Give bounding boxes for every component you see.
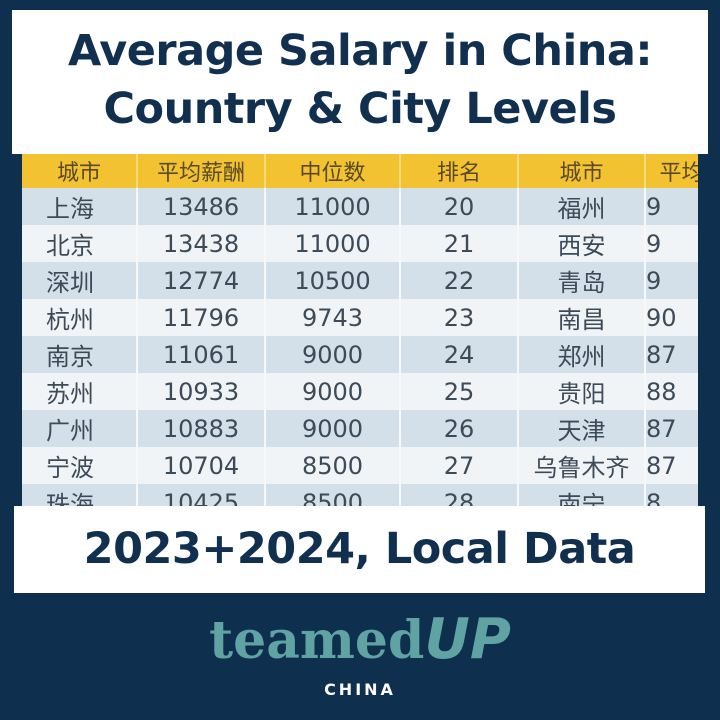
table-cell: 88 [645,373,698,410]
table-cell: 20 [400,188,519,225]
table-cell: 乌鲁木齐 [518,447,646,484]
table-cell: 23 [400,299,519,336]
table-cell: 26 [400,410,519,447]
table-cell: 8500 [265,447,401,484]
table-cell: 10500 [265,262,401,299]
table-cell: 10425 [137,484,266,506]
table-cell: 87 [645,447,698,484]
table-cell: 11000 [265,188,401,225]
column-header: 城市 [22,154,138,188]
column-header: 平均薪酬 [137,154,266,188]
table-cell: 27 [400,447,519,484]
table-cell: 上海 [22,188,138,225]
table-cell: 9000 [265,373,401,410]
table-cell: 广州 [22,410,138,447]
table-cell: 8500 [265,484,401,506]
table-cell: 9 [645,188,698,225]
logo-subtitle: CHINA [324,680,396,699]
table-row: 深圳 12774 10500 22 青岛 9 [22,262,698,299]
table-cell: 13438 [137,225,266,262]
column-header: 城市 [518,154,646,188]
table-cell: 8 [645,484,698,506]
table-row: 上海 13486 11000 20 福州 9 [22,188,698,225]
table-cell: 21 [400,225,519,262]
table-cell: 西安 [518,225,646,262]
table-row: 苏州 10933 9000 25 贵阳 88 [22,373,698,410]
table-cell: 青岛 [518,262,646,299]
salary-table: 城市平均薪酬中位数排名城市平均薪酬 上海134861100020福州9北京134… [22,154,698,506]
table-cell: 9000 [265,336,401,373]
table-cell: 10883 [137,410,266,447]
table-cell: 11000 [265,225,401,262]
table-cell: 北京 [22,225,138,262]
table-cell: 25 [400,373,519,410]
table-cell: 10704 [137,447,266,484]
table-row: 宁波 10704 8500 27 乌鲁木齐 87 [22,447,698,484]
table-cell: 9000 [265,410,401,447]
logo-text: teamed [209,610,425,671]
table-cell: 贵阳 [518,373,646,410]
table-cell: 12774 [137,262,266,299]
table-cell: 宁波 [22,447,138,484]
table-cell: 珠海 [22,484,138,506]
table-cell: 杭州 [22,299,138,336]
table-cell: 天津 [518,410,646,447]
table-cell: 深圳 [22,262,138,299]
table-row: 广州 10883 9000 26 天津 87 [22,410,698,447]
table-cell: 87 [645,336,698,373]
table-cell: 南京 [22,336,138,373]
column-header: 排名 [400,154,519,188]
table-cell: 22 [400,262,519,299]
logo-text-up: UP [424,607,511,672]
table-cell: 11796 [137,299,266,336]
table-cell: 90 [645,299,698,336]
title-banner: Average Salary in China: Country & City … [12,10,708,154]
teamedup-logo: teamedUP [0,608,720,673]
table-cell: 24 [400,336,519,373]
table-row: 南京 11061 9000 24 郑州 87 [22,336,698,373]
table-cell: 28 [400,484,519,506]
table-cell: 11061 [137,336,266,373]
table-cell: 13486 [137,188,266,225]
table-cell: 南昌 [518,299,646,336]
title-line-1: Average Salary in China: [67,26,653,76]
table-cell: 苏州 [22,373,138,410]
table-cell: 9 [645,225,698,262]
table-row: 珠海 10425 8500 28 南宁 8 [22,484,698,506]
column-header: 中位数 [265,154,401,188]
table-cell: 福州 [518,188,646,225]
title-line-2: Country & City Levels [103,84,618,134]
table-row: 杭州 11796 9743 23 南昌 90 [22,299,698,336]
table-row: 北京 13438 11000 21 西安 9 [22,225,698,262]
table-cell: 87 [645,410,698,447]
column-header: 平均薪酬 [645,154,698,188]
table-cell: 9743 [265,299,401,336]
table-cell: 郑州 [518,336,646,373]
footer-banner: 2023+2024, Local Data [14,506,705,593]
table-cell: 10933 [137,373,266,410]
table-cell: 南宁 [518,484,646,506]
table-cell: 9 [645,262,698,299]
